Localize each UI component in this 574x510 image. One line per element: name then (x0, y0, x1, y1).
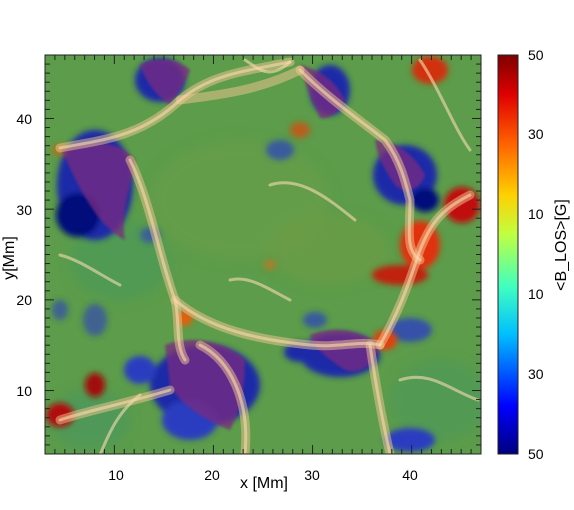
colorbar-tick-label: 30 (528, 366, 544, 382)
y-tick-label: 30 (16, 202, 32, 218)
colorbar: 50 30 10 10 30 50 <B_LOS>[G] (497, 47, 570, 462)
y-tick-labels: 10 20 30 40 (16, 111, 32, 399)
colorbar-label: <B_LOS>[G] (553, 199, 570, 291)
heatmap-area (45, 55, 481, 454)
x-tick-label: 10 (108, 467, 124, 483)
colorbar-gradient (497, 54, 519, 455)
colorbar-tick-label: 10 (528, 206, 544, 222)
x-tick-label: 20 (204, 467, 220, 483)
loop-network (55, 57, 480, 454)
x-tick-labels: 10 20 30 40 (108, 467, 418, 483)
x-tick-label: 40 (402, 467, 418, 483)
plot-frame (44, 54, 482, 455)
colorbar-tick-label: 50 (528, 47, 544, 63)
colorbar-tick-label: 30 (528, 126, 544, 142)
x-axis-label: x [Mm] (240, 475, 288, 492)
y-tick-label: 10 (16, 383, 32, 399)
x-tick-label: 30 (304, 467, 320, 483)
y-tick-label: 20 (16, 292, 32, 308)
colorbar-tick-label: 50 (528, 446, 544, 462)
colorbar-tick-label: 10 (528, 286, 544, 302)
y-axis-label: y[Mm] (1, 236, 18, 280)
y-tick-label: 40 (16, 111, 32, 127)
